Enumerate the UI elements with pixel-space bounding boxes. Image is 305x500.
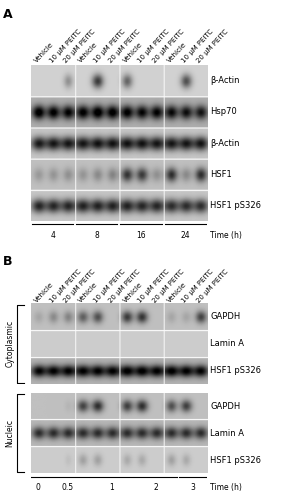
Text: GAPDH: GAPDH <box>210 402 241 410</box>
Text: 20 μM PEITC: 20 μM PEITC <box>151 268 185 304</box>
Text: HSF1 pS326: HSF1 pS326 <box>210 201 261 210</box>
Text: Lamin A: Lamin A <box>210 428 244 438</box>
Text: Lamin A: Lamin A <box>210 340 244 348</box>
Text: HSF1: HSF1 <box>210 170 232 178</box>
Text: 20 μM PEITC: 20 μM PEITC <box>63 28 97 64</box>
Text: 10 μM PEITC: 10 μM PEITC <box>181 28 215 64</box>
Text: A: A <box>3 8 13 20</box>
Text: 4: 4 <box>50 231 55 240</box>
Text: 8: 8 <box>95 231 99 240</box>
Text: Vehicle: Vehicle <box>166 42 188 64</box>
Text: B: B <box>3 255 13 268</box>
Text: 16: 16 <box>136 231 146 240</box>
Text: GAPDH: GAPDH <box>210 312 241 322</box>
Text: Time (h): Time (h) <box>210 483 242 492</box>
Text: Hsp70: Hsp70 <box>210 108 237 116</box>
Text: 10 μM PEITC: 10 μM PEITC <box>92 28 126 64</box>
Text: β-Actin: β-Actin <box>210 138 240 147</box>
Text: 10 μM PEITC: 10 μM PEITC <box>92 268 126 304</box>
Text: 0.5: 0.5 <box>61 483 74 492</box>
Text: Time (h): Time (h) <box>210 231 242 240</box>
Text: 10 μM PEITC: 10 μM PEITC <box>48 28 82 64</box>
Text: β-Actin: β-Actin <box>210 76 240 85</box>
Text: 10 μM PEITC: 10 μM PEITC <box>137 268 170 304</box>
Text: HSF1 pS326: HSF1 pS326 <box>210 456 261 464</box>
Text: 20 μM PEITC: 20 μM PEITC <box>196 28 229 64</box>
Text: Nucleic: Nucleic <box>5 419 15 447</box>
Text: Vehicle: Vehicle <box>34 42 55 64</box>
Text: Vehicle: Vehicle <box>122 42 143 64</box>
Text: 1: 1 <box>109 483 114 492</box>
Text: Vehicle: Vehicle <box>122 282 143 304</box>
Text: Cytoplasmic: Cytoplasmic <box>5 320 15 368</box>
Text: Vehicle: Vehicle <box>78 282 99 304</box>
Text: 10 μM PEITC: 10 μM PEITC <box>48 268 82 304</box>
Text: 20 μM PEITC: 20 μM PEITC <box>107 268 141 304</box>
Text: 0: 0 <box>35 483 40 492</box>
Text: 10 μM PEITC: 10 μM PEITC <box>137 28 170 64</box>
Text: 20 μM PEITC: 20 μM PEITC <box>196 268 229 304</box>
Text: Vehicle: Vehicle <box>34 282 55 304</box>
Text: 3: 3 <box>190 483 195 492</box>
Text: 24: 24 <box>181 231 190 240</box>
Text: HSF1 pS326: HSF1 pS326 <box>210 366 261 375</box>
Text: 20 μM PEITC: 20 μM PEITC <box>107 28 141 64</box>
Text: 20 μM PEITC: 20 μM PEITC <box>63 268 97 304</box>
Text: 10 μM PEITC: 10 μM PEITC <box>181 268 215 304</box>
Text: 20 μM PEITC: 20 μM PEITC <box>151 28 185 64</box>
Text: Vehicle: Vehicle <box>166 282 188 304</box>
Text: 2: 2 <box>153 483 158 492</box>
Text: Vehicle: Vehicle <box>78 42 99 64</box>
